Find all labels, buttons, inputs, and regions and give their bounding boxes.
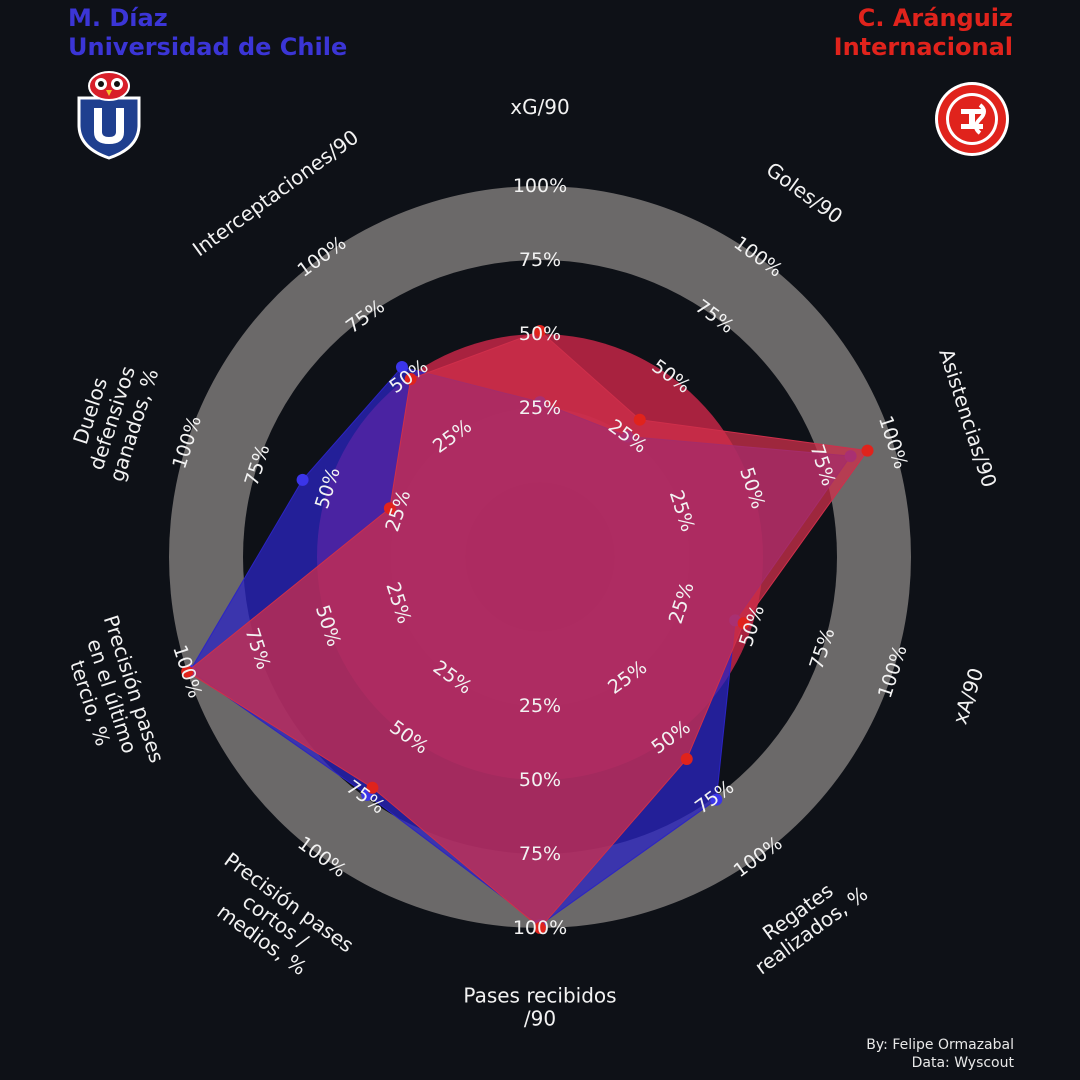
axis-label-line: xG/90 xyxy=(510,95,570,119)
axis-label-2: Asistencias/90 xyxy=(934,346,1001,491)
axis-label-line: Pases recibidos xyxy=(463,984,616,1008)
series-1-point-2 xyxy=(861,444,874,457)
player-left: M. Díaz Universidad de Chile xyxy=(68,4,347,62)
series-1-point-9 xyxy=(404,372,417,385)
series-1-point-7 xyxy=(181,665,194,678)
axis-label-5: Pases recibidos/90 xyxy=(463,984,616,1031)
tick-label: 75% xyxy=(519,249,561,271)
tick-label: 75% xyxy=(519,843,561,865)
series-1-point-5 xyxy=(534,922,546,934)
series-1-point-0 xyxy=(534,325,546,338)
internacional-crest-icon xyxy=(935,82,1009,156)
axis-label-line: Goles/90 xyxy=(762,157,847,228)
series-0-point-4 xyxy=(710,793,723,806)
axis-label-3: xA/90 xyxy=(948,665,989,727)
player-left-name: M. Díaz xyxy=(68,4,168,32)
player-right-team: Internacional xyxy=(833,33,1013,61)
axis-label-line: /90 xyxy=(524,1007,556,1031)
tick-label: 50% xyxy=(519,769,561,791)
series-1-point-1 xyxy=(633,413,646,426)
tick-label: 25% xyxy=(519,695,561,717)
series-0-point-9 xyxy=(395,361,408,374)
series-1-point-6 xyxy=(366,781,379,794)
credits-author: By: Felipe Ormazabal xyxy=(866,1037,1014,1053)
universidad-de-chile-crest-icon xyxy=(77,71,141,160)
series-1-point-8 xyxy=(383,502,396,515)
series-0-point-8 xyxy=(296,473,309,486)
player-left-team: Universidad de Chile xyxy=(68,33,348,61)
tick-label: 50% xyxy=(519,323,561,345)
tick-label: 25% xyxy=(519,397,561,419)
player-right: C. Aránguiz Internacional xyxy=(834,4,1013,62)
credits-source: Data: Wyscout xyxy=(911,1055,1014,1071)
credits: By: Felipe Ormazabal Data: Wyscout xyxy=(866,1036,1014,1072)
axis-label-line: Asistencias/90 xyxy=(934,346,1001,491)
axis-label-line: xA/90 xyxy=(948,665,989,727)
axis-label-1: Goles/90 xyxy=(762,157,847,228)
series-1-point-4 xyxy=(680,752,693,765)
tick-label: 100% xyxy=(513,175,567,197)
player-right-name: C. Aránguiz xyxy=(857,4,1013,32)
tick-label: 100% xyxy=(513,917,567,939)
axis-label-0: xG/90 xyxy=(510,95,570,119)
series-1-point-3 xyxy=(737,617,750,630)
